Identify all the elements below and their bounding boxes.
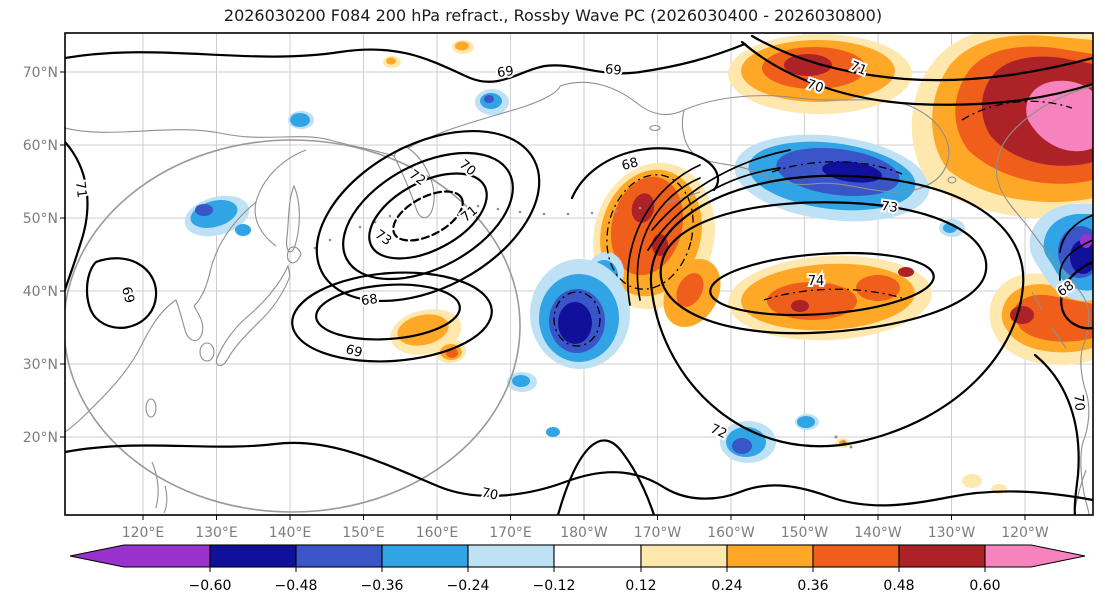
colorbar-tick-label: 0.48 (883, 578, 914, 594)
lon-tick-label: 150°W (781, 525, 829, 541)
lat-tick-label: 60°N (23, 138, 58, 154)
chart-title: 2026030200 F084 200 hPa refract., Rossby… (224, 6, 882, 25)
colorbar: −0.60 −0.48 −0.36 −0.24 −0.12 0.12 0.24 … (69, 544, 1086, 594)
colorbar-segment (726, 544, 814, 568)
lat-tick-label: 40°N (23, 284, 58, 300)
contour-label: 69 (604, 62, 622, 78)
contour-label: 70 (805, 77, 825, 96)
shading-negative-alaska (734, 134, 930, 222)
taiwan-coast (145, 398, 157, 418)
alaska-coast (681, 95, 950, 193)
korea-coast (175, 299, 204, 342)
contour-label: 69 (496, 64, 514, 81)
lat-tick-label: 50°N (23, 211, 58, 227)
contour-lines (65, 34, 1093, 515)
lon-tick-label: 170°W (634, 525, 682, 541)
colorbar-segment-overflow (984, 544, 1086, 568)
lon-tick-label: 120°W (1001, 525, 1049, 541)
lon-tick-label: 140°W (854, 525, 902, 541)
shading-positive-midright (728, 255, 932, 341)
hokkaido-coast (286, 246, 302, 264)
contour-label: 74 (808, 274, 825, 289)
contour-label: 69 (344, 342, 364, 361)
chukotka-coast (559, 81, 685, 116)
lon-tick-label: 130°W (928, 525, 976, 541)
lon-tick-label: 140°E (269, 525, 312, 541)
colorbar-segment (898, 544, 986, 568)
colorbar-tick-label: −0.36 (361, 578, 404, 594)
colorbar-segment (467, 544, 555, 568)
plot-frame (64, 32, 1094, 516)
contour-label: 69 (118, 285, 137, 305)
colorbar-segment (812, 544, 900, 568)
contour-label: 70 (1070, 394, 1086, 412)
contour-label: 68 (620, 155, 640, 174)
shading-negative-dateline (530, 252, 630, 369)
colorbar-tick-label: 0.60 (969, 578, 1000, 594)
axis-ticks (60, 71, 1026, 520)
lon-axis: 120°E 130°E 140°E 150°E 160°E 170°E 180°… (122, 525, 1049, 541)
coastlines (65, 81, 1093, 515)
contour-labels: 69 69 71 70 71 69 68 70 71 72 73 68 69 7… (70, 57, 1089, 506)
lon-tick-label: 160°W (707, 525, 755, 541)
contour-label: 68 (360, 292, 378, 309)
highlight-circle (65, 139, 521, 513)
colorbar-tick-label: −0.24 (447, 578, 490, 594)
contour-label: 73 (880, 199, 898, 216)
colorbar-segment (209, 544, 297, 568)
honshu-coast (215, 264, 291, 366)
lon-tick-label: 180°W (560, 525, 608, 541)
colorbar-tick-label: 0.36 (797, 578, 828, 594)
shading-small-negatives (184, 89, 819, 463)
colorbar-tick-label: −0.60 (189, 578, 232, 594)
shading-positive-japan-east (390, 309, 466, 363)
colorbar-segment (381, 544, 469, 568)
colorbar-tick-label: −0.48 (275, 578, 318, 594)
colorbar-segment (553, 544, 642, 568)
colorbar-tick-label: −0.12 (533, 578, 576, 594)
colorbar-segment-underflow (69, 544, 211, 568)
lat-tick-label: 70°N (23, 65, 58, 81)
shading-positive-north (728, 34, 912, 114)
lon-tick-label: 170°E (489, 525, 532, 541)
hawaii-islands (834, 435, 838, 439)
lon-tick-label: 120°E (122, 525, 165, 541)
contour-label: 71 (72, 180, 89, 198)
contour-label: 70 (480, 486, 499, 504)
colorbar-tick-label: 0.12 (625, 578, 656, 594)
north-america-coast (996, 85, 1093, 515)
colorbar-segment (295, 544, 383, 568)
lat-tick-label: 30°N (23, 357, 58, 373)
colorbar-segment (640, 544, 728, 568)
lat-axis: 70°N 60°N 50°N 40°N 30°N 20°N (23, 65, 58, 446)
lon-tick-label: 160°E (416, 525, 459, 541)
dashed-contours (553, 100, 1073, 347)
lon-tick-label: 130°E (195, 525, 238, 541)
lat-tick-label: 20°N (23, 430, 58, 446)
colorbar-tick-label: 0.24 (711, 578, 742, 594)
lon-tick-label: 150°E (342, 525, 385, 541)
